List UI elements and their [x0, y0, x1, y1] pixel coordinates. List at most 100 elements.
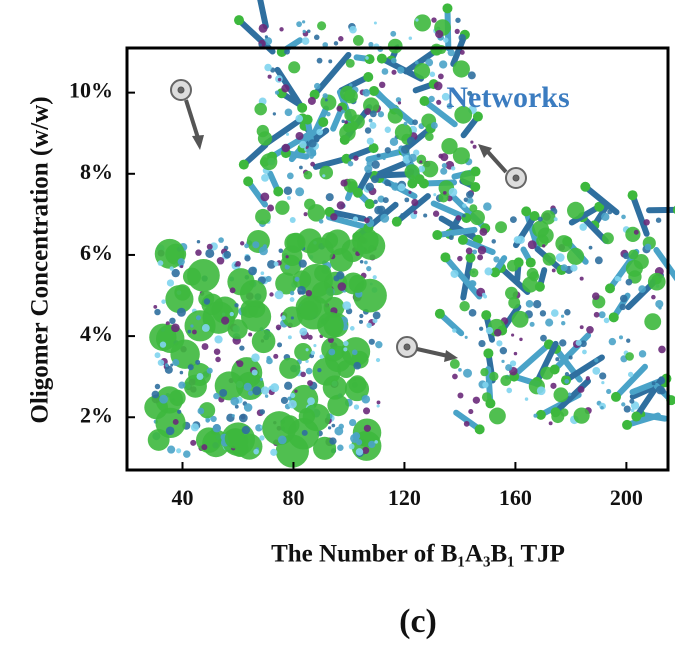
bead [180, 265, 183, 268]
bead [500, 347, 507, 354]
bead [468, 409, 473, 414]
page: {"chart_data": {"type": "scatter", "x_la… [0, 0, 675, 646]
bead [460, 170, 475, 185]
bead [645, 244, 652, 251]
bead [275, 201, 289, 215]
bead [252, 369, 258, 375]
bead [469, 268, 478, 277]
bead [169, 318, 175, 324]
bead [210, 416, 216, 422]
x-axis-label: The Number of B₁A₃B₁ TJP [271, 541, 565, 568]
bead [196, 315, 201, 320]
bead [234, 303, 238, 307]
bead [482, 293, 486, 297]
bead [542, 244, 545, 247]
bead [368, 42, 373, 47]
bead [165, 366, 173, 374]
bead [259, 435, 264, 440]
bead [278, 435, 287, 444]
bead [288, 61, 300, 73]
bead [540, 367, 553, 380]
bead [338, 36, 343, 41]
bead [364, 165, 372, 173]
bead [313, 344, 316, 347]
bead [230, 397, 239, 406]
bead [362, 89, 370, 97]
bead [463, 369, 472, 378]
bead [304, 171, 313, 180]
node [440, 252, 450, 262]
bead [288, 400, 297, 409]
bead [458, 368, 462, 372]
bead [457, 393, 463, 399]
bead [257, 125, 269, 137]
x-tick-label: 40 [171, 485, 193, 510]
bead [314, 83, 320, 89]
bead [319, 355, 323, 359]
bead [462, 203, 466, 207]
bead [232, 414, 235, 417]
node [483, 348, 493, 358]
bead [479, 327, 483, 331]
node [526, 258, 536, 268]
bead [438, 74, 444, 80]
bead [265, 394, 268, 397]
bead [550, 383, 556, 389]
bead [286, 133, 289, 136]
bead [639, 350, 646, 357]
bead [364, 217, 370, 223]
bead [469, 204, 477, 212]
bead [158, 359, 164, 365]
bead [651, 295, 656, 300]
bead [388, 108, 403, 123]
bead [343, 341, 348, 346]
bead [268, 75, 272, 79]
bead [291, 316, 294, 319]
y-tick-label: 2% [80, 402, 113, 427]
bead [195, 360, 200, 365]
bead [259, 43, 262, 46]
bead [443, 37, 448, 42]
node [580, 182, 590, 192]
bead [302, 430, 308, 436]
bead [294, 389, 297, 392]
bead [500, 375, 511, 386]
bead [274, 261, 279, 266]
x-tick-label: 200 [610, 485, 643, 510]
bead [412, 119, 418, 125]
bead [592, 292, 600, 300]
bead [154, 309, 160, 315]
node [234, 15, 244, 25]
bead [473, 397, 480, 404]
bead [408, 191, 411, 194]
bead [379, 82, 385, 88]
bead [306, 348, 309, 351]
bead [252, 329, 276, 353]
bead [294, 343, 312, 361]
bead [580, 277, 584, 281]
bead [561, 315, 564, 318]
bead [207, 368, 213, 374]
bead [202, 343, 209, 350]
bead [239, 345, 244, 350]
node [611, 392, 621, 402]
bead [576, 340, 582, 346]
bead [260, 192, 269, 201]
bead [414, 14, 431, 31]
bead [183, 450, 191, 458]
bead [565, 372, 569, 376]
bead [482, 392, 492, 402]
bead [615, 276, 620, 281]
bead [552, 268, 556, 272]
bead [317, 312, 344, 339]
bead [323, 93, 328, 98]
bead [307, 237, 334, 264]
bead [376, 358, 380, 362]
bead [285, 108, 293, 116]
bead [413, 210, 417, 214]
node [363, 72, 373, 82]
bead [359, 314, 363, 318]
bead [511, 333, 514, 336]
bead [619, 335, 623, 339]
bead [225, 429, 245, 449]
